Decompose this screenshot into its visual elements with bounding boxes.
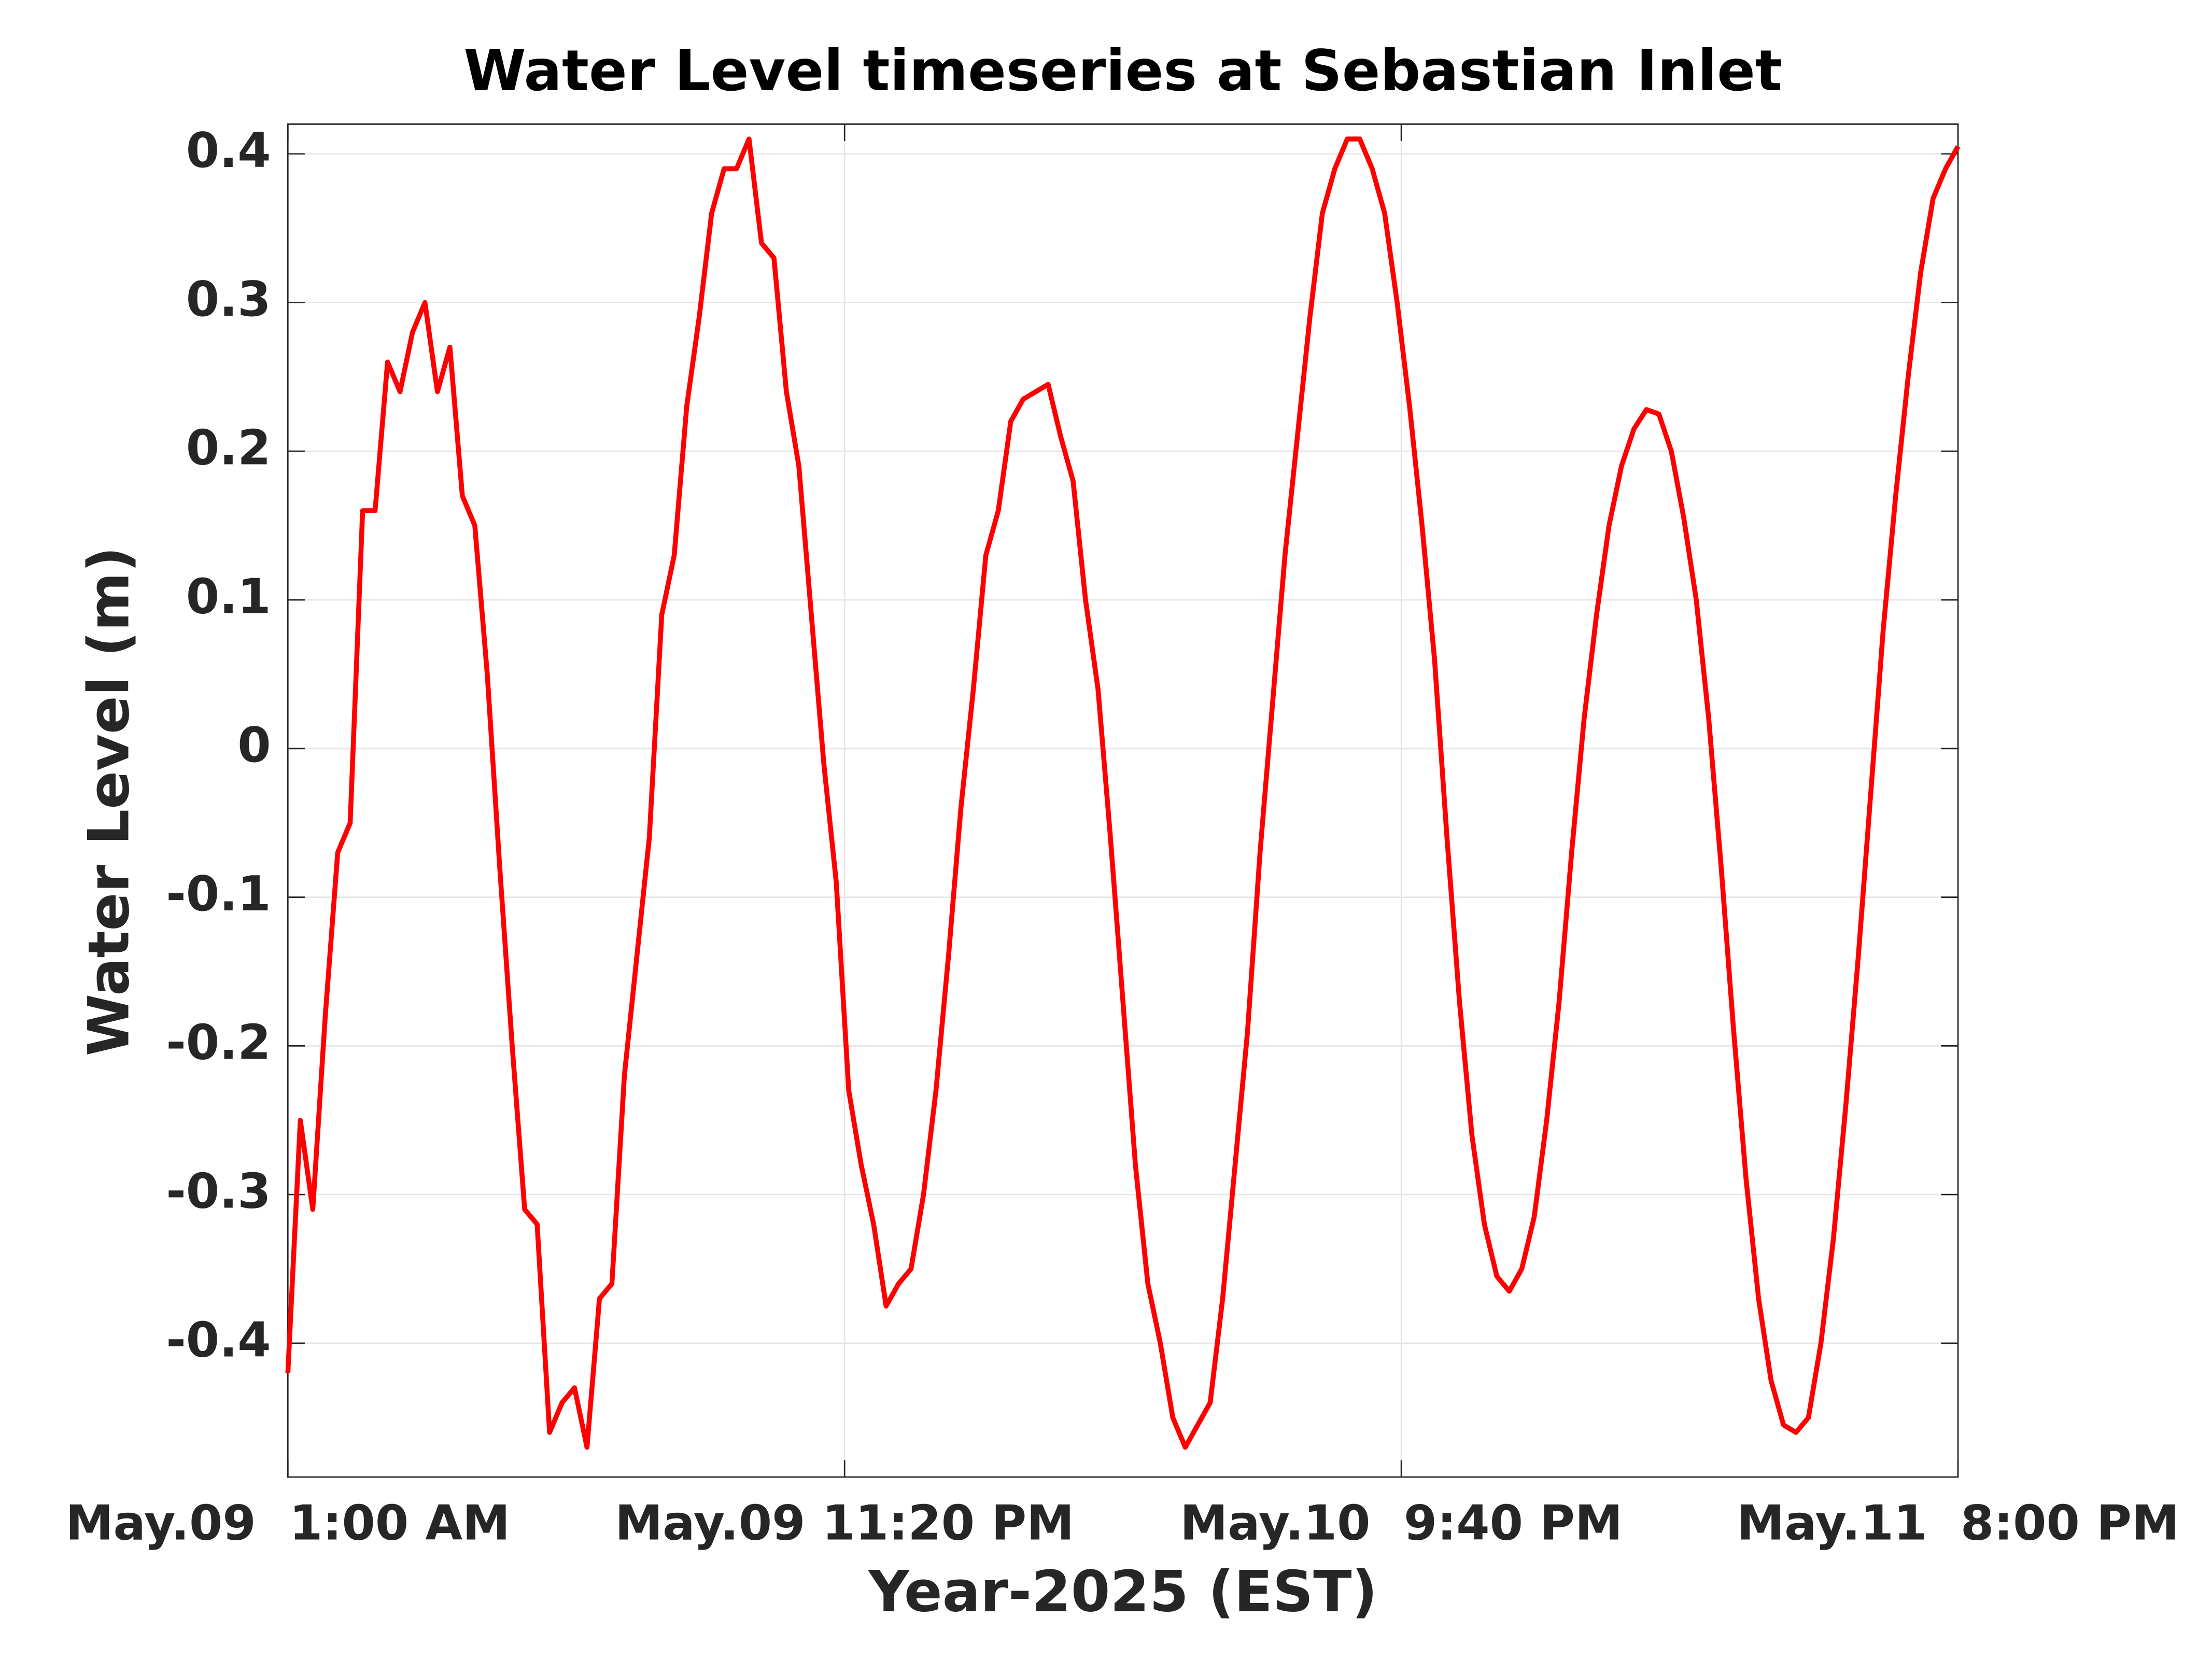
y-tick-label: 0.4 [186,122,271,178]
y-axis-label: Water Level (m) [76,546,142,1056]
x-axis-label: Year-2025 (EST) [867,1558,1377,1624]
x-tick-label: May.11 8:00 PM [1737,1495,2179,1551]
x-tick-label: May.10 9:40 PM [1180,1495,1623,1551]
x-tick-label: May.09 11:20 PM [615,1495,1074,1551]
y-tick-label: 0 [237,717,271,773]
chart-title: Water Level timeseries at Sebastian Inle… [463,38,1782,104]
y-tick-label: -0.4 [166,1312,271,1368]
x-tick-label: May.09 1:00 AM [65,1495,510,1551]
data-line [285,136,1961,1450]
y-tick-label: -0.1 [166,866,271,922]
plot-frame [287,123,1959,1478]
y-tick-label: -0.3 [166,1163,271,1219]
y-tick-label: 0.2 [186,420,271,476]
y-tick-label: 0.3 [186,271,271,327]
y-tick-label: -0.2 [166,1015,271,1071]
y-tick-label: 0.1 [186,568,271,624]
